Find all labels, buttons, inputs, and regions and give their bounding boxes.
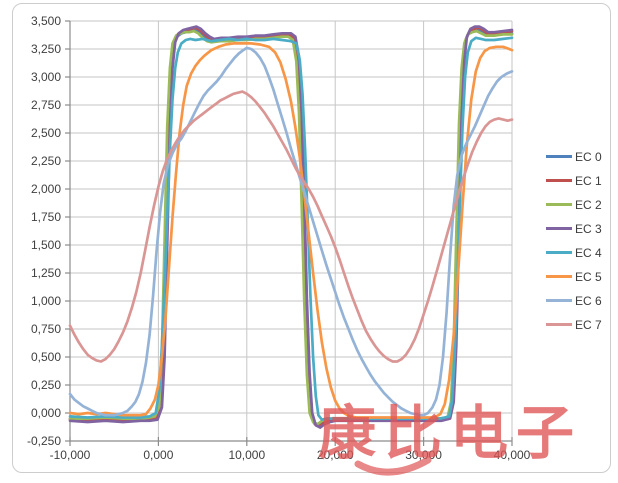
legend-item-ec6: EC 6 bbox=[546, 293, 602, 308]
y-tick-label: 2,250 bbox=[31, 154, 61, 168]
y-tick-label: 3,500 bbox=[31, 14, 61, 28]
series-line-ec2 bbox=[68, 29, 514, 426]
legend-swatch bbox=[546, 275, 572, 278]
legend-item-ec2: EC 2 bbox=[546, 197, 602, 212]
y-tick-label: 1,500 bbox=[31, 238, 61, 252]
legend-label: EC 0 bbox=[575, 149, 602, 164]
legend-label: EC 7 bbox=[575, 317, 602, 332]
series-line-ec4 bbox=[68, 36, 514, 422]
legend-swatch bbox=[546, 203, 572, 206]
x-tick-label: 30,000 bbox=[405, 448, 442, 462]
legend-item-ec7: EC 7 bbox=[546, 317, 602, 332]
y-tick-label: 0,250 bbox=[31, 378, 61, 392]
legend-label: EC 2 bbox=[575, 197, 602, 212]
legend-label: EC 4 bbox=[575, 245, 602, 260]
y-tick-label: -0,250 bbox=[27, 434, 61, 448]
legend-swatch bbox=[546, 251, 572, 254]
legend-label: EC 1 bbox=[575, 173, 602, 188]
y-tick-label: 1,750 bbox=[31, 210, 61, 224]
x-tick-label: 0,000 bbox=[143, 448, 173, 462]
series-line-ec7 bbox=[68, 90, 514, 363]
series-line-ec5 bbox=[68, 42, 514, 419]
legend-swatch bbox=[546, 155, 572, 158]
legend: EC 0 EC 1 EC 2 EC 3 EC 4 EC 5 EC 6 EC 7 bbox=[546, 149, 602, 341]
legend-item-ec5: EC 5 bbox=[546, 269, 602, 284]
x-tick-label: 40,000 bbox=[494, 448, 531, 462]
series-line-ec6 bbox=[68, 46, 514, 417]
x-tick-label: -10,000 bbox=[50, 448, 91, 462]
legend-item-ec4: EC 4 bbox=[546, 245, 602, 260]
legend-label: EC 3 bbox=[575, 221, 602, 236]
y-tick-label: 3,000 bbox=[31, 70, 61, 84]
y-tick-label: 1,000 bbox=[31, 294, 61, 308]
legend-item-ec1: EC 1 bbox=[546, 173, 602, 188]
legend-label: EC 5 bbox=[575, 269, 602, 284]
y-tick-label: 2,500 bbox=[31, 126, 61, 140]
x-tick-label: 20,000 bbox=[317, 448, 354, 462]
legend-item-ec0: EC 0 bbox=[546, 149, 602, 164]
legend-swatch bbox=[546, 179, 572, 182]
x-tick-label: 10,000 bbox=[228, 448, 265, 462]
y-tick-label: 2,750 bbox=[31, 98, 61, 112]
series-line-ec1 bbox=[68, 26, 514, 428]
y-tick-label: 2,000 bbox=[31, 182, 61, 196]
legend-swatch bbox=[546, 299, 572, 302]
y-tick-label: 0,750 bbox=[31, 322, 61, 336]
y-tick-label: 0,000 bbox=[31, 406, 61, 420]
legend-swatch bbox=[546, 323, 572, 326]
series-line-ec0 bbox=[68, 28, 514, 427]
legend-label: EC 6 bbox=[575, 293, 602, 308]
y-tick-label: 1,250 bbox=[31, 266, 61, 280]
legend-swatch bbox=[546, 227, 572, 230]
y-tick-label: 3,250 bbox=[31, 42, 61, 56]
series-line-ec3 bbox=[68, 25, 514, 429]
legend-item-ec3: EC 3 bbox=[546, 221, 602, 236]
y-tick-label: 0,500 bbox=[31, 350, 61, 364]
